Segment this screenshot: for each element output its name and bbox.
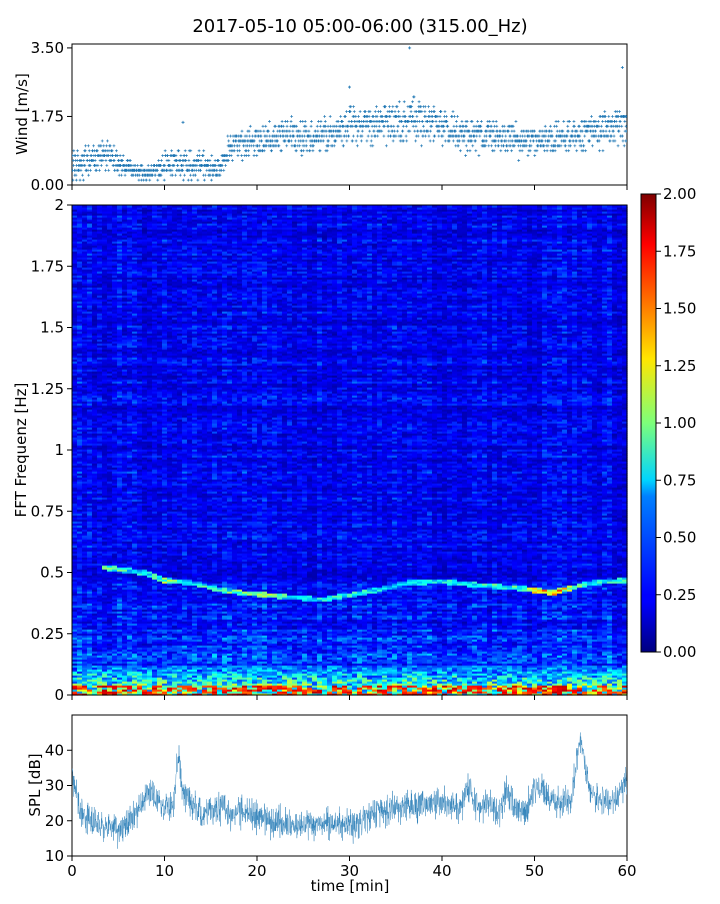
wind-ylabel: Wind [m/s] bbox=[13, 73, 31, 155]
chart-title: 2017-05-10 05:00-06:00 (315.00_Hz) bbox=[192, 16, 527, 37]
spectrogram-cells bbox=[72, 205, 628, 696]
wind-panel: 0.00 1.75 3.50 Wind [m/s] bbox=[13, 39, 628, 194]
wind-ytick-label: 0.00 bbox=[31, 176, 64, 194]
wind-plot-frame bbox=[72, 44, 627, 185]
wind-ytick-label: 1.75 bbox=[31, 107, 64, 125]
wind-ytick-label: 3.50 bbox=[31, 39, 64, 57]
